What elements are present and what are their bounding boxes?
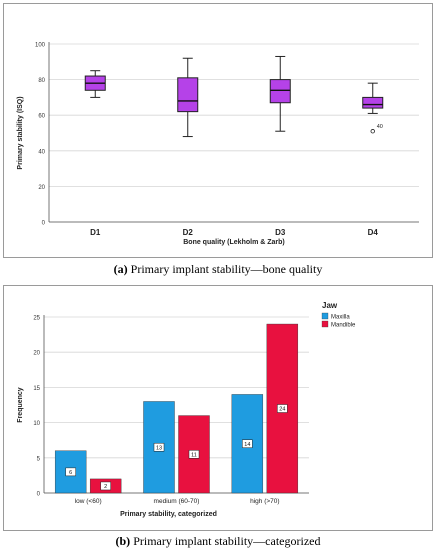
y-tick-label: 15	[33, 386, 40, 392]
caption-a-text: Primary implant stability—bone quality	[127, 262, 323, 276]
bar-chart-svg: 0 5 10 15 20 25 low (<60) 6 2 medium (60-70) 13 11 h…	[17, 301, 356, 518]
x-tick-label: D2	[183, 228, 194, 237]
y-tick-label: 40	[38, 149, 45, 155]
x-tick-label: low (<60)	[75, 498, 102, 505]
caption-a: (a) Primary implant stability—bone quali…	[0, 262, 436, 277]
y-tick-label: 5	[37, 456, 41, 462]
x-tick-label: medium (60-70)	[154, 498, 200, 505]
legend-title: Jaw	[322, 301, 338, 310]
x-axis-title: Bone quality (Lekholm & Zarb)	[183, 239, 285, 246]
data-label: 24	[279, 407, 285, 413]
legend-label-mandible: Mandible	[331, 322, 356, 328]
data-label-box	[100, 481, 111, 491]
box-plot-panel: 0 20 40 60 80 100 D1 D2 D3 D4 40 Bone quality (Lekh…	[3, 3, 433, 258]
x-tick-label: D1	[90, 228, 101, 237]
y-tick-label: 20	[38, 185, 45, 191]
legend-swatch-mandible	[321, 320, 329, 328]
caption-b-text: Primary implant stability—categorized	[130, 534, 321, 548]
box-plot-svg: 0 20 40 60 80 100 D1 D2 D3 D4 40 Bone quality (Lekh…	[17, 42, 419, 246]
data-label: 14	[244, 442, 250, 448]
data-label: 13	[156, 445, 162, 451]
bar-chart-panel: 0 5 10 15 20 25 low (<60) 6 2 medium (60-70) 13 11 h…	[3, 285, 433, 531]
y-tick-label: 10	[33, 421, 40, 427]
caption-a-letter: (a)	[113, 262, 128, 276]
data-label: 6	[69, 470, 72, 476]
y-tick-label: 25	[33, 316, 40, 322]
legend-label-maxilla: Maxilla	[331, 314, 350, 320]
y-tick-label: 0	[37, 492, 41, 498]
y-tick-label: 0	[42, 221, 46, 227]
y-tick-label: 80	[38, 78, 45, 84]
y-axis-title: Frequency	[17, 387, 24, 423]
data-label: 2	[104, 484, 107, 490]
outlier-point	[370, 129, 375, 134]
legend-swatch-maxilla	[321, 312, 329, 320]
y-tick-label: 100	[35, 43, 46, 49]
data-label-box	[242, 439, 253, 448]
data-label: 11	[191, 452, 197, 458]
data-label-box	[188, 450, 200, 459]
y-axis-title: Primary stability (ISQ)	[17, 96, 24, 169]
box	[269, 79, 291, 104]
data-label-box	[153, 442, 165, 452]
data-label-box	[277, 404, 288, 413]
y-tick-label: 60	[38, 114, 45, 120]
y-tick-label: 20	[33, 351, 40, 357]
x-tick-label: high (>70)	[250, 498, 279, 505]
box	[177, 77, 199, 113]
x-tick-label: D3	[275, 228, 286, 237]
outlier-label: 40	[377, 124, 383, 130]
caption-b: (b) Primary implant stability—categorize…	[0, 534, 436, 549]
caption-b-letter: (b)	[115, 534, 131, 548]
box	[362, 96, 384, 109]
x-tick-label: D4	[368, 228, 379, 237]
x-axis-title: Primary stability, categorized	[120, 511, 217, 518]
data-label-box	[65, 467, 76, 477]
